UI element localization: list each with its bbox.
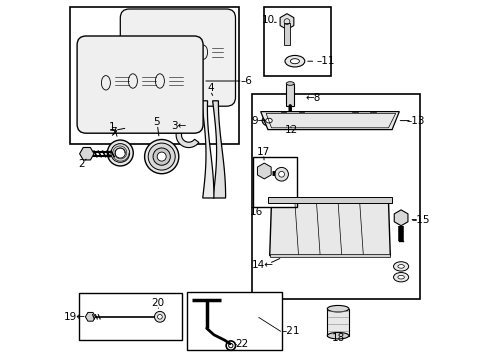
Text: –6: –6 bbox=[240, 76, 252, 86]
Text: 1: 1 bbox=[109, 122, 116, 132]
Ellipse shape bbox=[157, 152, 166, 161]
Ellipse shape bbox=[157, 315, 162, 319]
Bar bbox=[284, 23, 289, 45]
Ellipse shape bbox=[115, 148, 125, 158]
Ellipse shape bbox=[397, 265, 404, 268]
Ellipse shape bbox=[111, 144, 129, 162]
Text: 22: 22 bbox=[235, 339, 248, 349]
Bar bbox=[70, 7, 239, 144]
Bar bbox=[186, 292, 282, 350]
Text: –11: –11 bbox=[316, 56, 334, 66]
Polygon shape bbox=[257, 163, 271, 179]
Text: 2: 2 bbox=[78, 159, 85, 169]
Ellipse shape bbox=[148, 143, 175, 170]
Bar bbox=[251, 94, 419, 299]
Ellipse shape bbox=[285, 55, 304, 67]
Polygon shape bbox=[393, 210, 407, 226]
FancyBboxPatch shape bbox=[120, 9, 235, 106]
Bar bbox=[79, 293, 181, 340]
Ellipse shape bbox=[265, 118, 272, 123]
Ellipse shape bbox=[153, 148, 170, 165]
Text: –15: –15 bbox=[411, 215, 429, 225]
Polygon shape bbox=[176, 122, 199, 148]
Text: 14←: 14← bbox=[252, 260, 274, 270]
Ellipse shape bbox=[262, 115, 275, 126]
Polygon shape bbox=[269, 202, 389, 256]
Text: 5: 5 bbox=[153, 117, 159, 127]
Text: 9→: 9→ bbox=[251, 116, 266, 126]
Text: 3←: 3← bbox=[171, 121, 186, 131]
Polygon shape bbox=[280, 14, 293, 30]
Ellipse shape bbox=[278, 171, 284, 177]
Ellipse shape bbox=[393, 262, 408, 271]
Bar bbox=[253, 157, 296, 207]
Text: 20: 20 bbox=[151, 298, 164, 308]
Ellipse shape bbox=[326, 305, 348, 312]
Bar bbox=[264, 7, 330, 76]
Text: 10: 10 bbox=[261, 15, 274, 25]
Bar bbox=[326, 309, 348, 336]
Ellipse shape bbox=[326, 333, 348, 339]
Polygon shape bbox=[85, 312, 95, 321]
Ellipse shape bbox=[393, 273, 408, 282]
Text: ←8: ←8 bbox=[305, 93, 320, 103]
Polygon shape bbox=[212, 101, 225, 198]
Text: 7: 7 bbox=[110, 127, 116, 137]
Text: 4: 4 bbox=[206, 83, 213, 93]
Text: 18: 18 bbox=[331, 333, 344, 343]
Ellipse shape bbox=[397, 275, 404, 279]
Text: 19←: 19← bbox=[64, 312, 86, 322]
Text: –21: –21 bbox=[281, 326, 299, 336]
Bar bbox=[285, 84, 294, 106]
Text: 12: 12 bbox=[284, 125, 297, 135]
Polygon shape bbox=[201, 101, 213, 198]
Text: –13: –13 bbox=[406, 116, 424, 126]
Ellipse shape bbox=[290, 59, 299, 64]
Ellipse shape bbox=[274, 167, 288, 181]
Ellipse shape bbox=[144, 140, 179, 174]
Bar bbox=[269, 254, 389, 257]
Text: 16: 16 bbox=[249, 207, 263, 217]
Ellipse shape bbox=[285, 82, 294, 85]
Polygon shape bbox=[260, 112, 399, 130]
Polygon shape bbox=[86, 125, 194, 133]
Ellipse shape bbox=[107, 140, 133, 166]
Bar bbox=[267, 197, 391, 203]
Text: 17: 17 bbox=[256, 147, 270, 157]
Polygon shape bbox=[80, 148, 94, 160]
FancyBboxPatch shape bbox=[77, 36, 203, 133]
Ellipse shape bbox=[154, 311, 165, 322]
